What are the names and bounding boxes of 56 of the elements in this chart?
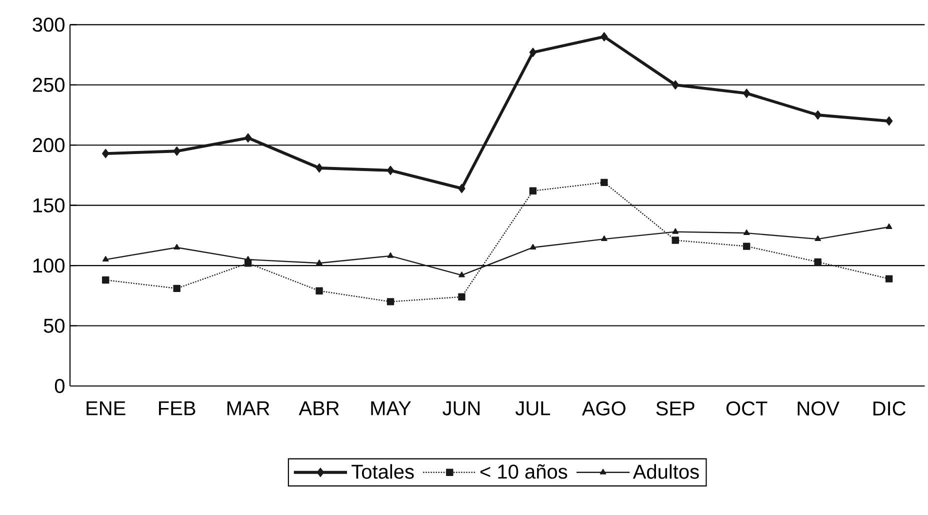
y-tick-label: 300 xyxy=(32,18,64,32)
point xyxy=(814,110,822,120)
x-tick-label: ENE xyxy=(86,401,126,416)
point xyxy=(530,244,536,250)
point xyxy=(387,252,394,258)
point xyxy=(173,146,180,156)
x-tick-label: DIC xyxy=(873,401,906,416)
x-tick-label: JUL xyxy=(515,401,550,416)
x-tick-label: SEP xyxy=(656,401,694,416)
point xyxy=(601,235,608,242)
point xyxy=(529,48,537,58)
point xyxy=(102,256,109,262)
point xyxy=(672,228,679,234)
x-tick-label: MAR xyxy=(227,401,270,416)
point xyxy=(743,88,750,98)
point xyxy=(743,242,750,250)
point xyxy=(885,116,893,126)
x-tick-label: OCT xyxy=(726,401,768,416)
y-tick-label: 200 xyxy=(32,138,64,152)
point xyxy=(885,275,893,282)
legend-label: Adultos xyxy=(632,464,699,479)
point xyxy=(814,258,822,266)
point xyxy=(316,163,323,173)
point xyxy=(600,32,608,42)
y-tick-label: 50 xyxy=(44,318,64,333)
point xyxy=(316,260,322,266)
y-tick-label: 150 xyxy=(33,198,64,212)
x-tick-label: FEB xyxy=(159,401,196,416)
point xyxy=(102,276,110,284)
legend-label: Totales xyxy=(352,464,414,479)
point xyxy=(743,229,750,236)
y-tick-label: 0 xyxy=(54,378,64,394)
x-tick-label: AGO xyxy=(582,401,626,416)
point xyxy=(458,272,465,278)
point xyxy=(458,293,466,300)
point xyxy=(102,148,110,158)
y-tick-label: 100 xyxy=(33,258,64,273)
y-tick-label: 250 xyxy=(32,78,64,92)
point xyxy=(386,166,394,176)
point xyxy=(529,187,537,194)
point xyxy=(386,298,394,306)
point xyxy=(316,287,323,294)
point xyxy=(814,235,822,242)
point xyxy=(672,80,679,90)
legend-label: < 10 años xyxy=(480,464,568,479)
x-tick-label: JUN xyxy=(442,401,480,416)
x-tick-label: NOV xyxy=(798,401,840,416)
x-tick-label: ABR xyxy=(298,401,339,416)
point xyxy=(174,244,180,250)
point xyxy=(886,223,892,230)
point xyxy=(458,184,466,194)
point xyxy=(173,284,180,292)
point xyxy=(244,133,252,143)
point xyxy=(600,178,608,186)
x-tick-label: MAY xyxy=(371,401,411,416)
point xyxy=(672,236,679,244)
